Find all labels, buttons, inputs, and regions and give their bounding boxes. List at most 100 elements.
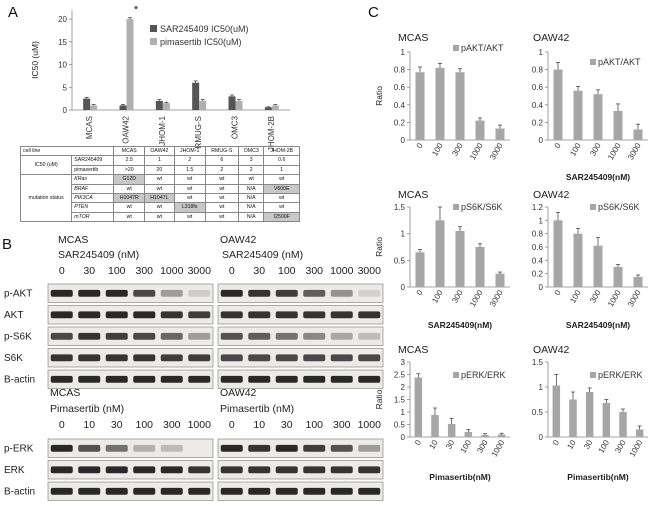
y-tick-label: 0.4 xyxy=(532,101,544,110)
x-tick-label: 30 xyxy=(582,438,595,451)
y-tick-label: 10 xyxy=(58,61,67,70)
blot-band xyxy=(78,487,101,495)
blot-band xyxy=(105,354,128,362)
blot-band xyxy=(303,289,326,297)
blot-band xyxy=(248,332,271,340)
dose-label: 100 xyxy=(108,265,126,277)
blot-band xyxy=(133,375,156,383)
table-cell: wt xyxy=(204,193,239,204)
bar xyxy=(585,392,594,437)
panel-a-chart: IC50 (uM) 0 5 10 15 20 MCAS OAW42 JHOM-1 RMUG-S… xyxy=(30,4,290,151)
chart-title: MCAS xyxy=(398,344,428,356)
blot-band xyxy=(275,332,298,340)
blot-strip xyxy=(217,348,384,368)
x-tick-label: 1000 xyxy=(468,288,485,308)
table-row-label: KRas xyxy=(71,174,115,185)
y-tick-label: 0.8 xyxy=(532,66,544,75)
dose-label: 300 xyxy=(135,265,153,277)
blot-band xyxy=(50,311,73,319)
y-tick-label: 1 xyxy=(401,230,406,239)
table-cell: N/A xyxy=(237,202,265,213)
bar xyxy=(414,377,423,437)
x-tick-label: RMUG-S xyxy=(194,116,203,148)
blot-band xyxy=(78,354,101,362)
dose-label: 30 xyxy=(111,419,123,431)
bar xyxy=(573,90,583,140)
table-cell: H1047R xyxy=(113,193,146,204)
legend-label: pERK/ERK xyxy=(461,370,506,380)
blot-strip xyxy=(47,305,214,325)
blot-row-label: S6K xyxy=(4,353,23,364)
blot-band xyxy=(133,289,156,297)
blot-band xyxy=(50,487,73,495)
blot-row-label: ERK xyxy=(4,465,25,476)
table-header-cell: MCAS xyxy=(113,145,146,157)
blot-band xyxy=(303,487,326,495)
blot-band xyxy=(160,375,183,383)
x-tick-label: 100 xyxy=(459,438,474,455)
table-cell: H1047L xyxy=(144,193,175,204)
dose-label: 3000 xyxy=(188,265,212,277)
bar xyxy=(619,412,627,437)
bar xyxy=(593,245,603,287)
table-row: BRAF wt wt wt wt N/A V600E xyxy=(21,183,300,195)
legend-swatch xyxy=(453,204,459,210)
blot-band xyxy=(358,487,381,495)
blot-band xyxy=(358,311,381,319)
blot-band xyxy=(303,311,326,319)
blot-band xyxy=(248,289,271,297)
blot-band xyxy=(50,354,73,362)
bar xyxy=(192,82,200,110)
bar xyxy=(455,72,465,140)
blot-band xyxy=(105,466,128,474)
table-header-cell: OAW42 xyxy=(144,145,175,157)
dose-label: 1000 xyxy=(330,265,354,277)
table-header-cell: JHOM-1 xyxy=(173,145,206,157)
bar xyxy=(495,273,505,287)
legend-swatch-pima xyxy=(150,38,157,45)
blot-band xyxy=(220,311,243,319)
y-tick-label: 1 xyxy=(539,48,544,57)
bar xyxy=(497,434,506,437)
blot-band xyxy=(358,354,381,362)
drug-label: SAR245409 (nM) xyxy=(58,249,139,261)
blot-band xyxy=(248,311,271,319)
table-cell: 3 xyxy=(237,155,265,166)
table-cell: wt xyxy=(263,193,300,204)
blot-band xyxy=(303,466,326,474)
cell-line-label: OAW42 xyxy=(220,234,257,246)
blot-band xyxy=(220,354,243,362)
blot-band xyxy=(330,332,353,340)
y-tick-label: 1 xyxy=(401,408,406,417)
legend-label-sar: SAR245409 IC50(uM) xyxy=(160,24,249,34)
dose-label: 30 xyxy=(83,265,95,277)
table-cell: wt xyxy=(204,174,239,185)
bar xyxy=(435,220,445,287)
table-cell: wt xyxy=(204,202,239,213)
x-tick-label: 30 xyxy=(444,438,457,451)
chart-title: MCAS xyxy=(398,189,428,201)
dose-label: 0 xyxy=(59,419,65,431)
table-cell: 2.5 xyxy=(113,155,146,166)
legend-swatch-sar xyxy=(150,25,157,32)
blot-band xyxy=(78,466,101,474)
blot-band xyxy=(78,375,101,383)
y-tick-label: 1.2 xyxy=(532,203,544,212)
blot-band xyxy=(330,444,353,452)
blot-band xyxy=(303,444,326,452)
table-cell: 20 xyxy=(144,164,175,176)
bar xyxy=(431,415,439,437)
chart-title: OAW42 xyxy=(533,189,570,201)
table-cell: 1 xyxy=(144,155,175,166)
dose-label: 3000 xyxy=(358,265,382,277)
x-tick-label: 1000 xyxy=(468,141,485,161)
y-tick-label: 1.5 xyxy=(394,396,406,405)
blot-band xyxy=(133,332,156,340)
y-tick-label: 0.4 xyxy=(532,256,544,265)
table-header-row: cell line MCAS OAW42 JHOM-1 RMUG-S OMC3 … xyxy=(19,145,300,157)
cell-line-label: MCAS xyxy=(58,234,88,246)
legend-swatch xyxy=(590,59,596,65)
bar xyxy=(553,220,563,287)
